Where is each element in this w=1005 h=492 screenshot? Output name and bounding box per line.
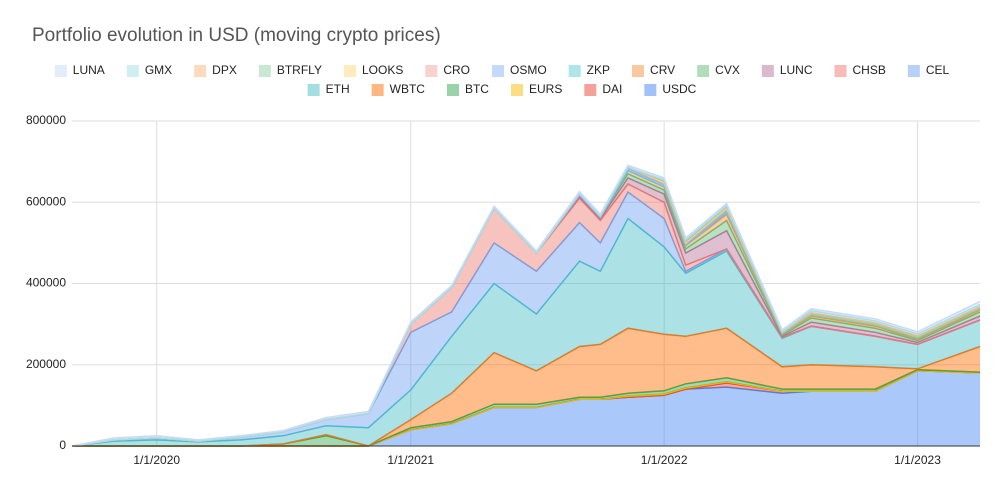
legend-item: OSMO (492, 63, 547, 77)
legend-swatch (307, 84, 320, 96)
legend-label: GMX (145, 63, 172, 77)
x-tick-label: 1/1/2023 (894, 453, 941, 467)
legend-item: EURS (510, 82, 562, 96)
area (72, 218, 980, 446)
legend-item: CHSB (834, 63, 886, 77)
legend-swatch (907, 65, 920, 77)
legend-item: CRO (425, 63, 470, 77)
legend-item: DAI (584, 82, 622, 96)
legend-item: DPX (194, 63, 237, 77)
legend-item: ETH (307, 82, 350, 96)
legend-label: CRV (650, 63, 675, 77)
legend-swatch (644, 84, 657, 96)
legend-item: BTRFLY (258, 63, 322, 77)
legend-swatch (371, 84, 384, 96)
legend-swatch (632, 65, 645, 77)
y-tick-label: 800000 (26, 113, 66, 127)
legend-label: WBTC (390, 82, 426, 96)
legend-label: BTC (465, 82, 489, 96)
legend-item: LUNC (761, 63, 813, 77)
y-tick-label: 0 (59, 438, 66, 452)
legend-item: CEL (907, 63, 950, 77)
legend-swatch (446, 84, 459, 96)
legend-label: ZKP (587, 63, 610, 77)
legend-label: EURS (529, 82, 562, 96)
area (72, 370, 980, 446)
area-line (71, 166, 981, 447)
legend-swatch (568, 65, 581, 77)
legend-item: CVX (697, 63, 740, 77)
legend-item: BTC (446, 82, 489, 96)
legend-item: GMX (126, 63, 172, 77)
legend-swatch (761, 65, 774, 77)
legend-swatch (54, 65, 67, 77)
y-tick-label: 600000 (26, 194, 66, 208)
legend-item: LUNA (54, 63, 105, 77)
legend-item: WBTC (371, 82, 426, 96)
x-tick-label: 1/1/2022 (641, 453, 688, 467)
legend-swatch (425, 65, 438, 77)
legend-swatch (258, 65, 271, 77)
legend-label: USDC (662, 82, 696, 96)
legend-label: CRO (443, 63, 470, 77)
legend-label: DPX (212, 63, 237, 77)
legend-label: DAI (602, 82, 622, 96)
legend-swatch (194, 65, 207, 77)
legend-label: CEL (926, 63, 950, 77)
y-tick-label: 400000 (26, 276, 66, 290)
legend-swatch (697, 65, 710, 77)
legend-label: LOOKS (362, 63, 403, 77)
legend-swatch (343, 65, 356, 77)
legend-item: USDC (644, 82, 697, 96)
legend-label: BTRFLY (277, 63, 322, 77)
legend-item: ZKP (568, 63, 610, 77)
legend-label: ETH (326, 82, 350, 96)
legend-swatch (584, 84, 597, 96)
area-line (71, 164, 981, 447)
legend-label: CVX (715, 63, 740, 77)
x-tick-label: 1/1/2020 (133, 453, 180, 467)
legend-label: OSMO (510, 63, 547, 77)
legend-label: LUNA (73, 63, 105, 77)
area (72, 328, 980, 446)
legend-item: LOOKS (343, 63, 403, 77)
legend-label: CHSB (853, 63, 886, 77)
legend-label: LUNC (780, 63, 813, 77)
legend-swatch (834, 65, 847, 77)
y-tick-label: 200000 (26, 357, 66, 371)
areas (71, 164, 981, 447)
legend-swatch (510, 84, 523, 96)
legend-swatch (492, 65, 505, 77)
area (72, 370, 980, 446)
legend-swatch (126, 65, 139, 77)
x-tick-label: 1/1/2021 (387, 453, 434, 467)
chart-title: Portfolio evolution in USD (moving crypt… (32, 25, 441, 46)
legend-item: CRV (632, 63, 675, 77)
